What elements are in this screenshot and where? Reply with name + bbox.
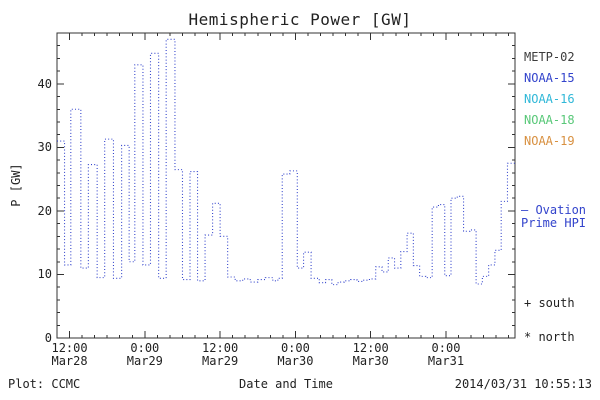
legend-item-metp-02: METP-02 — [524, 50, 575, 64]
chart-title: Hemispheric Power [GW] — [188, 10, 412, 29]
x-tick-time: 12:00 — [51, 341, 88, 355]
x-tick-label-mar28-1200: 12:00 Mar28 — [35, 342, 105, 368]
x-tick-date: Mar29 — [126, 354, 163, 368]
y-tick-label-30: 30 — [37, 140, 52, 155]
x-tick-label-mar29-000: 0:00 Mar29 — [110, 342, 180, 368]
x-tick-date: Mar31 — [427, 354, 465, 368]
y-tick-label-40: 40 — [37, 76, 52, 91]
x-tick-time: 12:00 — [202, 341, 239, 355]
y-tick-label-0: 0 — [44, 331, 52, 345]
x-tick-time: 12:00 — [352, 341, 389, 355]
legend-item-noaa-18: NOAA-18 — [524, 113, 575, 127]
north-marker-legend: * north — [524, 330, 575, 344]
x-tick-date: Mar30 — [352, 354, 389, 368]
x-tick-time: 0:00 — [130, 341, 160, 355]
hpi-step-line — [57, 38, 515, 286]
x-tick-date: Mar30 — [277, 354, 314, 368]
plot-border — [56, 32, 516, 339]
x-axis-label: Date and Time — [239, 377, 333, 391]
plot-source-label: Plot: CCMC — [8, 377, 81, 391]
x-tick-label-mar30-000: 0:00 Mar30 — [260, 342, 330, 368]
x-tick-label-mar30-1200: 12:00 Mar30 — [336, 342, 406, 368]
south-marker-legend: + south — [524, 296, 575, 310]
legend-item-noaa-16: NOAA-16 — [524, 92, 575, 106]
x-tick-date: Mar29 — [202, 354, 239, 368]
x-tick-date: Mar28 — [51, 354, 88, 368]
ovation-label-line2: Prime HPI — [521, 216, 587, 230]
x-tick-time: 0:00 — [280, 341, 310, 355]
y-tick-label-10: 10 — [37, 267, 52, 282]
x-tick-time: 0:00 — [431, 341, 461, 355]
x-tick-label-mar31-000: 0:00 Mar31 — [411, 342, 481, 368]
x-tick-label-mar29-1200: 12:00 Mar29 — [185, 342, 255, 368]
ovation-prime-hpi-label: – Ovation Prime HPI — [521, 204, 586, 230]
plot-timestamp: 2014/03/31 10:55:13 — [454, 377, 592, 391]
legend-item-noaa-19: NOAA-19 — [524, 134, 575, 148]
ovation-label-line1: – Ovation — [521, 203, 587, 217]
legend-item-noaa-15: NOAA-15 — [524, 71, 575, 85]
y-tick-label-20: 20 — [37, 203, 52, 218]
